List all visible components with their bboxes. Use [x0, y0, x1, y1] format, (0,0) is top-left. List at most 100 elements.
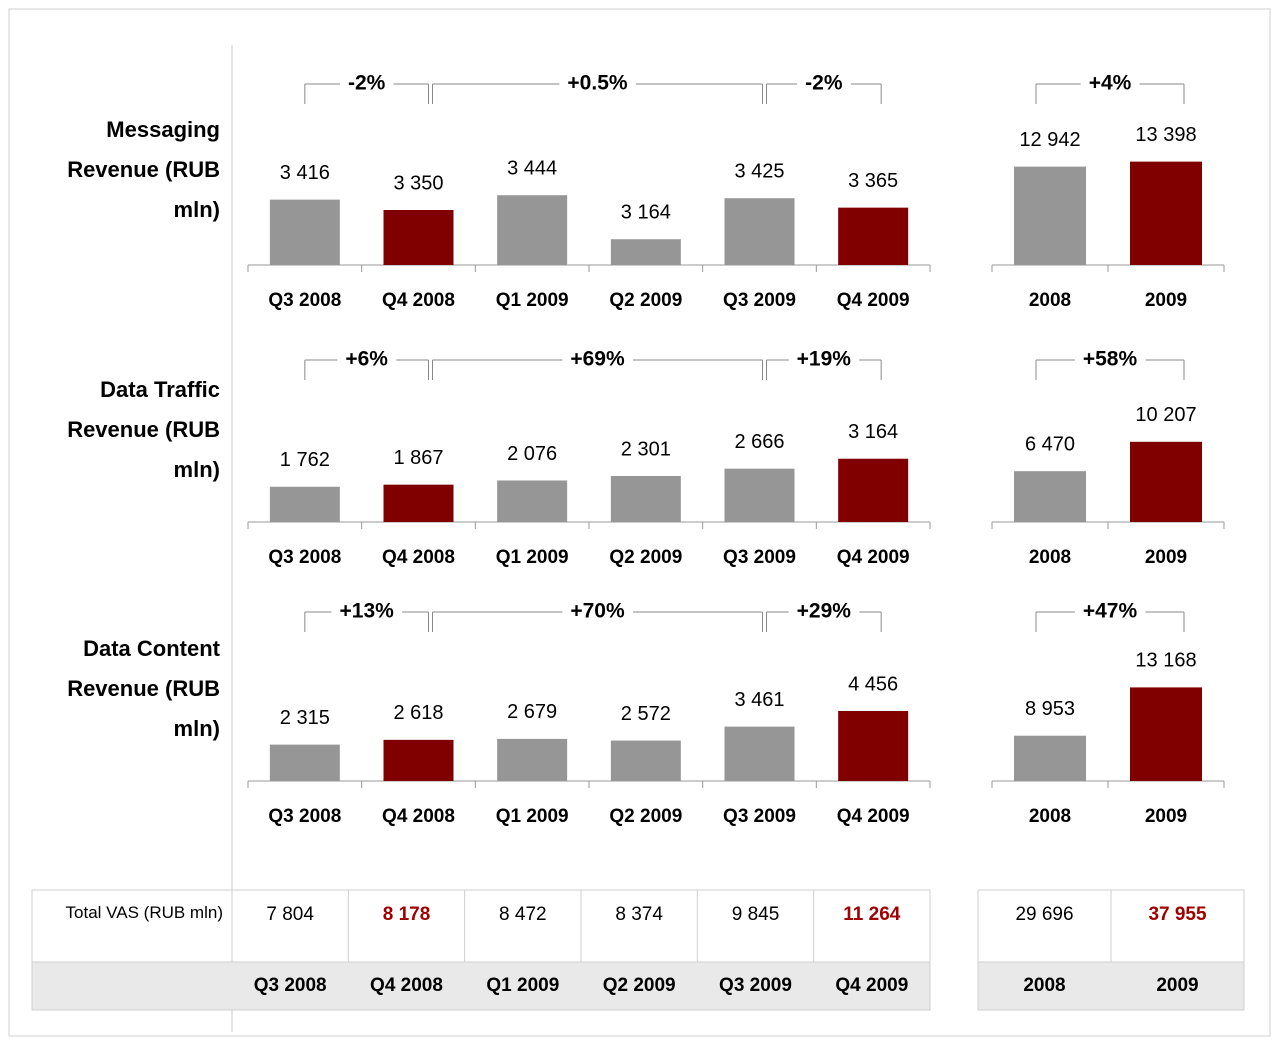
category-label: Q3 2008	[268, 547, 341, 568]
table-header: 2009	[1156, 975, 1198, 996]
category-label: 2008	[1029, 290, 1071, 311]
value-label: 2 572	[621, 703, 671, 725]
category-label: Q4 2008	[382, 547, 455, 568]
value-label: 2 618	[393, 702, 443, 724]
value-label: 6 470	[1025, 433, 1075, 455]
table-header: Q3 2009	[719, 975, 792, 996]
table-value: 9 845	[732, 904, 780, 925]
table-value: 8 178	[383, 904, 431, 925]
category-label: Q1 2009	[496, 547, 569, 568]
label-bg	[788, 599, 860, 623]
growth-label: +0.5%	[567, 72, 627, 95]
bar	[1130, 687, 1202, 781]
table-header: Q1 2009	[486, 975, 559, 996]
bar	[383, 210, 454, 265]
label-bg	[788, 347, 860, 371]
table-value: 29 696	[1015, 904, 1073, 925]
category-label: 2008	[1029, 547, 1071, 568]
value-label: 3 444	[507, 158, 557, 180]
value-label: 3 425	[734, 160, 784, 182]
table-value: 7 804	[266, 904, 314, 925]
bar	[724, 726, 795, 781]
label-bg	[1074, 347, 1146, 371]
bar	[610, 475, 681, 522]
label-bg	[1080, 71, 1140, 95]
table-header: Q4 2009	[835, 975, 908, 996]
label-bg	[337, 347, 397, 371]
label-bg	[559, 71, 636, 95]
category-label: Q2 2009	[609, 547, 682, 568]
category-label: Q4 2009	[837, 290, 910, 311]
category-label: Q4 2008	[382, 806, 455, 827]
label-bg	[562, 347, 633, 371]
table-value: 11 264	[843, 904, 900, 925]
category-label: 2009	[1145, 290, 1187, 311]
growth-label: +69%	[570, 348, 625, 371]
bar	[610, 740, 681, 781]
value-label: 3 350	[393, 172, 443, 194]
category-label: Q2 2009	[609, 290, 682, 311]
category-label: Q1 2009	[496, 806, 569, 827]
table-value: 8 374	[615, 904, 663, 925]
bar	[838, 207, 909, 265]
value-label: 3 164	[621, 202, 671, 224]
value-label: 8 953	[1025, 698, 1075, 720]
value-label: 12 942	[1019, 129, 1080, 151]
bar	[724, 198, 795, 265]
bar	[383, 739, 454, 781]
category-label: Q3 2008	[268, 806, 341, 827]
bar	[1014, 735, 1086, 781]
category-label: 2008	[1029, 806, 1071, 827]
growth-label: +4%	[1089, 72, 1132, 95]
table-header: Q4 2008	[370, 975, 443, 996]
growth-label: +13%	[340, 600, 395, 623]
category-label: Q3 2009	[723, 547, 796, 568]
growth-label: +6%	[345, 348, 388, 371]
frame	[8, 8, 1271, 1037]
bar	[1130, 441, 1202, 522]
row-label: Data Content Revenue (RUB mln)	[67, 636, 220, 741]
table-header-bg	[32, 962, 930, 1010]
value-label: 10 207	[1135, 404, 1196, 426]
bar	[1014, 471, 1086, 522]
table-header: Q2 2009	[603, 975, 676, 996]
category-label: Q1 2009	[496, 290, 569, 311]
category-label: 2009	[1145, 547, 1187, 568]
table-header-bg	[978, 962, 1244, 1010]
bar	[269, 486, 340, 522]
table-border	[31, 889, 931, 1011]
growth-label: +29%	[797, 600, 852, 623]
bar	[1130, 161, 1202, 265]
table-value: 37 955	[1148, 904, 1207, 925]
row-label: Data Traffic Revenue (RUB mln)	[67, 377, 220, 482]
bar	[610, 239, 681, 265]
value-label: 3 416	[280, 162, 330, 184]
growth-label: -2%	[805, 72, 843, 95]
value-label: 3 461	[734, 689, 784, 711]
bar	[838, 710, 909, 781]
category-label: Q2 2009	[609, 806, 682, 827]
label-bg	[562, 599, 633, 623]
value-label: 1 867	[393, 447, 443, 469]
bar	[1014, 166, 1086, 265]
category-label: Q4 2008	[382, 290, 455, 311]
category-label: Q3 2008	[268, 290, 341, 311]
growth-label: +19%	[797, 348, 852, 371]
category-label: Q3 2009	[723, 806, 796, 827]
value-label: 2 679	[507, 701, 557, 723]
label-bg	[1074, 599, 1146, 623]
label-bg	[339, 71, 394, 95]
growth-label: -2%	[348, 72, 386, 95]
bar	[497, 195, 568, 265]
value-label: 3 365	[848, 170, 898, 192]
growth-label: +47%	[1083, 600, 1138, 623]
value-label: 13 168	[1135, 650, 1196, 672]
value-label: 1 762	[280, 449, 330, 471]
growth-label: +58%	[1083, 348, 1138, 371]
category-label: Q3 2009	[723, 290, 796, 311]
table-header: 2008	[1023, 975, 1065, 996]
growth-label: +70%	[570, 600, 625, 623]
table-row-label: Total VAS (RUB mln)	[65, 903, 223, 922]
